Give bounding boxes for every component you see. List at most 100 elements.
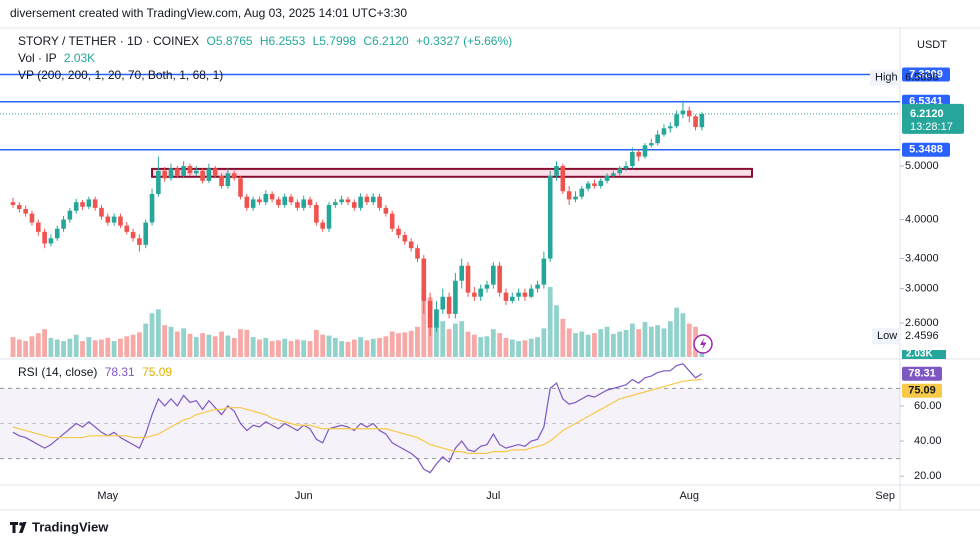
candle-body (73, 202, 79, 211)
volume-bar (383, 336, 389, 357)
volume-bar (598, 329, 604, 357)
volume-bar (541, 328, 547, 357)
candle-body (276, 199, 281, 206)
candle-body (509, 296, 515, 301)
candle-body (440, 296, 446, 310)
alert-bolt (700, 338, 707, 350)
candle-body (35, 222, 41, 232)
volume-bar (611, 333, 616, 357)
volume-bar (212, 336, 218, 357)
volume-bar (16, 339, 22, 357)
indicator-legend: VP (200, 200, 1, 20, 70, Both, 1, 68, 1) (18, 68, 223, 82)
candle-body (667, 126, 673, 129)
candle-body (168, 168, 174, 179)
volume-bar (484, 336, 490, 357)
volume-bar (497, 333, 503, 357)
candle-body (472, 292, 477, 297)
candle-body (547, 175, 553, 259)
candle-body (333, 202, 338, 206)
volume-legend: Vol · IP 2.03K (18, 51, 95, 65)
candle-body (61, 219, 66, 229)
volume-bar (54, 339, 60, 357)
rsi-band (0, 388, 900, 459)
candle-body (649, 143, 654, 146)
volume-bar (168, 326, 174, 357)
y-tick-label: 3.4000 (905, 252, 939, 264)
alert-icon[interactable] (693, 334, 713, 354)
rsi-tag (902, 366, 942, 381)
candle-body (301, 199, 307, 208)
volume-bar (118, 338, 123, 357)
volume-bar (67, 338, 73, 357)
candle-body (630, 152, 635, 166)
volume-bar (149, 313, 155, 357)
low-marker-value: 2.4596 (905, 330, 939, 342)
volume-bar (86, 337, 92, 357)
candle-body (491, 265, 496, 285)
volume-bar (35, 333, 41, 357)
volume-bar (503, 337, 509, 357)
candle-body (206, 168, 212, 181)
candle-body (377, 196, 382, 208)
x-tick-label: May (97, 490, 118, 502)
rsi-value: 78.31 (105, 365, 135, 379)
candle-body (623, 165, 629, 169)
volume-bar (396, 333, 401, 357)
y-tick-label: 5.0000 (905, 160, 939, 172)
volume-bar (320, 334, 326, 357)
volume-bar (471, 334, 477, 357)
countdown: 13:28:17 (910, 121, 953, 133)
candle-body (99, 207, 104, 217)
candle-body (427, 300, 433, 328)
volume-bar (339, 341, 345, 357)
price-tag (902, 142, 950, 157)
candle-body (611, 173, 616, 176)
volume-bar (516, 341, 521, 357)
volume-bar (244, 329, 250, 357)
candle-body (604, 175, 610, 181)
volume-bar (326, 335, 332, 357)
candle-body (680, 110, 686, 115)
candle-body (383, 207, 389, 214)
candle-body (175, 168, 180, 176)
volume-bar (187, 333, 193, 357)
candle-body (598, 180, 604, 187)
high-marker-box (870, 69, 900, 86)
credit: diversement created with TradingView.com… (10, 6, 407, 20)
candle-body (212, 168, 218, 176)
currency: USDT (917, 39, 947, 51)
candle-body (453, 280, 458, 314)
candle-body (257, 199, 262, 203)
candle-body (29, 213, 35, 223)
rsi-tag-label: 78.31 (908, 368, 936, 380)
volume-bar (415, 326, 420, 357)
candle-body (434, 309, 439, 328)
volume-tag (902, 350, 946, 359)
candle-body (67, 210, 73, 220)
volume-bar (370, 338, 376, 357)
candle-body (320, 222, 325, 229)
x-tick-label: Sep (875, 490, 895, 502)
volume-bar (276, 340, 281, 357)
candle-body (269, 193, 275, 200)
volume-bar (219, 331, 224, 357)
volume-bar (269, 341, 275, 357)
volume-bar (181, 328, 187, 357)
volume-bar (257, 339, 262, 357)
volume-bar (351, 339, 357, 357)
volume-bar (263, 337, 269, 357)
ohlc-value: L5.7998 (313, 34, 357, 48)
candle-body (579, 188, 585, 197)
volume-bar (124, 336, 130, 357)
low-marker-name: Low (877, 330, 897, 342)
candle-body (351, 202, 357, 208)
candle-body (225, 173, 231, 187)
price-tag (902, 67, 950, 82)
volume-bar (111, 341, 117, 357)
volume-bar (629, 323, 635, 357)
candle-body (80, 202, 85, 207)
candle-body (541, 258, 547, 285)
candle-body (503, 292, 509, 301)
candle-body (592, 183, 597, 187)
candle-body (23, 208, 28, 214)
